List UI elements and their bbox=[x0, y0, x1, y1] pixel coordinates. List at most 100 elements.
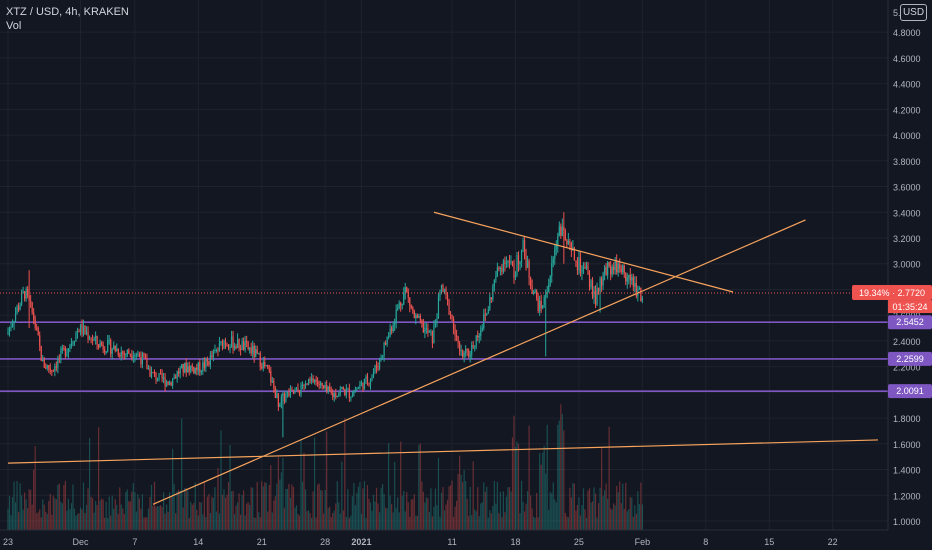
trend-line[interactable] bbox=[152, 219, 806, 505]
volume-bar bbox=[623, 508, 625, 530]
candle-body bbox=[73, 341, 76, 343]
candle-body bbox=[111, 349, 113, 354]
volume-bar bbox=[173, 483, 175, 530]
countdown-tag bbox=[888, 300, 932, 314]
candle-body bbox=[332, 392, 334, 398]
time-tick-label: 21 bbox=[257, 537, 267, 547]
volume-bar bbox=[424, 502, 426, 530]
candle-body bbox=[428, 331, 431, 333]
candle-body bbox=[593, 290, 595, 297]
volume-bar bbox=[638, 504, 640, 530]
volume-bar bbox=[356, 492, 358, 530]
symbol-title[interactable]: XTZ / USD, 4h, KRAKEN bbox=[6, 6, 129, 18]
volume-bar bbox=[294, 507, 296, 530]
volume-bar bbox=[63, 484, 65, 530]
candle-body bbox=[128, 349, 130, 354]
volume-bar bbox=[329, 506, 331, 530]
candle-body bbox=[480, 330, 482, 336]
volume-bar bbox=[262, 486, 264, 530]
volume-bar bbox=[600, 448, 603, 530]
candle-body bbox=[256, 349, 258, 354]
volume-bar bbox=[46, 513, 48, 530]
volume-bar bbox=[604, 490, 606, 530]
candle-body bbox=[199, 362, 201, 373]
candle-body bbox=[502, 260, 505, 272]
candle-body bbox=[371, 375, 373, 380]
candle-body bbox=[481, 328, 483, 331]
candle-body bbox=[224, 341, 227, 345]
candle-body bbox=[395, 309, 397, 323]
volume-bar bbox=[230, 491, 233, 530]
volume-bar bbox=[137, 494, 139, 530]
candle-body bbox=[333, 393, 335, 398]
candle-body bbox=[37, 327, 39, 336]
volume-bar bbox=[162, 492, 165, 530]
volume-bar bbox=[134, 492, 136, 530]
candle-body bbox=[342, 387, 344, 390]
volume-bar bbox=[398, 512, 400, 530]
price-axis[interactable]: 4.8000 4.6000 4.4000 4.2000 4.0000 3.8000 3.60… bbox=[893, 8, 921, 527]
volume-bar bbox=[16, 481, 18, 530]
volume-bar bbox=[84, 512, 86, 530]
candle-body bbox=[182, 364, 184, 373]
volume-bar bbox=[377, 503, 379, 530]
horizontal-levels[interactable] bbox=[0, 321, 888, 392]
trend-line[interactable] bbox=[7, 439, 879, 464]
volume-bar bbox=[359, 482, 361, 530]
candle-body bbox=[437, 296, 440, 319]
time-tick-label: 23 bbox=[3, 537, 13, 547]
candle-body bbox=[578, 257, 580, 271]
volume-bar bbox=[226, 494, 228, 530]
volume-bar bbox=[554, 499, 556, 530]
volume-bar bbox=[128, 501, 130, 530]
candle-body bbox=[19, 304, 21, 310]
candle-body bbox=[465, 348, 467, 354]
trend-lines[interactable] bbox=[7, 211, 879, 505]
volume-bar bbox=[240, 514, 242, 530]
candle-body bbox=[197, 362, 199, 371]
candle-body bbox=[28, 295, 30, 302]
price-tick-label: 1.6000 bbox=[893, 440, 921, 450]
volume-bar bbox=[588, 488, 591, 530]
candle-body bbox=[188, 366, 190, 372]
volume-bar bbox=[430, 488, 432, 530]
time-axis[interactable]: 23 Dec 7 14 21 28 2021 11 18 25 Feb 8 15 22 bbox=[3, 537, 838, 547]
volume-bar bbox=[37, 512, 39, 530]
candle-body bbox=[212, 350, 215, 358]
price-tick-label: 3.8000 bbox=[893, 157, 921, 167]
volume-bar bbox=[567, 517, 569, 530]
candle-body bbox=[368, 382, 370, 385]
volume-bar bbox=[591, 501, 594, 530]
candle-body bbox=[339, 389, 341, 394]
candle-body bbox=[472, 345, 474, 347]
candle-body bbox=[104, 349, 106, 353]
level-price-text: 2.5452 bbox=[896, 317, 924, 327]
volume-bar bbox=[516, 441, 518, 530]
candle-body bbox=[640, 287, 642, 302]
candle-body bbox=[72, 342, 74, 344]
volume-bar bbox=[407, 502, 409, 530]
candle-body bbox=[357, 387, 360, 389]
volume-label[interactable]: Vol bbox=[6, 20, 22, 32]
candle-body bbox=[400, 302, 402, 306]
volume-bar bbox=[416, 515, 418, 530]
candle-body bbox=[125, 354, 127, 356]
candle-body bbox=[221, 341, 224, 349]
volume-bar bbox=[144, 517, 147, 530]
candle-body bbox=[306, 383, 308, 385]
candle-body bbox=[82, 325, 85, 335]
candle-body bbox=[22, 291, 24, 293]
candle-body bbox=[487, 309, 489, 314]
currency-button[interactable]: USD bbox=[900, 4, 927, 21]
volume-bar bbox=[279, 479, 281, 530]
candle-body bbox=[359, 384, 361, 388]
volume-bar bbox=[236, 502, 239, 530]
candle-body bbox=[314, 379, 316, 383]
candle-body bbox=[460, 350, 462, 352]
volume-bar bbox=[555, 502, 557, 530]
volume-bar bbox=[443, 510, 446, 530]
trend-line[interactable] bbox=[433, 211, 734, 293]
volume-bar bbox=[138, 498, 141, 530]
level-price-text: 2.2599 bbox=[896, 354, 924, 364]
